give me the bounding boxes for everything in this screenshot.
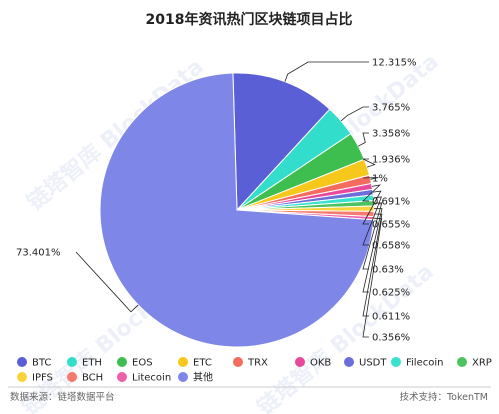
slice-label-filecoin: 0.658% <box>372 241 410 252</box>
slice-label-xrp: 0.63% <box>372 265 404 276</box>
legend-swatch-okb <box>295 357 305 367</box>
leader-line <box>362 177 379 180</box>
legend-label-xrp: XRP <box>472 358 492 369</box>
slice-label-etc: 1.936% <box>372 155 410 166</box>
slice-label-trx: 1% <box>372 174 388 185</box>
legend: BTC ETH EOS ETC TRX OKB USDT Filecoin XRP IPFS BCH… <box>17 357 492 384</box>
slice-其他 <box>99 72 375 348</box>
legend-swatch-eth <box>67 357 77 367</box>
legend-swatch-ipfs <box>17 372 27 382</box>
legend-swatch-其他 <box>178 372 188 382</box>
legend-label-eth: ETH <box>82 358 102 369</box>
leader-line <box>362 202 383 270</box>
slice-btc <box>232 72 331 212</box>
slice-label-ipfs: 0.625% <box>372 288 410 299</box>
slice-label-eos: 3.358% <box>372 129 410 140</box>
legend-label-okb: OKB <box>310 358 331 369</box>
footer-support: 技术支持：TokenTM <box>399 391 488 403</box>
leader-line <box>362 217 383 338</box>
legend-label-trx: TRX <box>247 358 268 369</box>
legend-swatch-etc <box>178 357 188 367</box>
leader-line <box>362 196 383 246</box>
leader-line <box>358 132 369 147</box>
slice-labels: 12.315% 3.765% 3.358% 1.936% 1% 0.691% 0.655% 0… <box>16 58 417 344</box>
leader-line <box>75 251 139 313</box>
slice-label-eth: 3.765% <box>372 103 410 114</box>
legend-label-usdt: USDT <box>359 358 387 369</box>
slice-label-litecoin: 0.356% <box>372 333 410 344</box>
legend-swatch-usdt <box>344 357 354 367</box>
legend-label-其他: 其他 <box>193 371 213 384</box>
legend-swatch-btc <box>17 357 27 367</box>
leader-line <box>362 190 382 225</box>
legend-swatch-litecoin <box>117 372 127 382</box>
legend-label-btc: BTC <box>32 358 51 369</box>
legend-label-bch: BCH <box>82 373 103 384</box>
leader-line <box>362 208 383 293</box>
slice-label-usdt: 0.655% <box>372 220 410 231</box>
legend-label-filecoin: Filecoin <box>406 358 443 369</box>
pie-slices <box>99 72 375 348</box>
slice-label-okb: 0.691% <box>372 197 410 208</box>
leader-line <box>284 61 369 82</box>
legend-swatch-eos <box>117 357 127 367</box>
footer-source: 数据来源：链塔数据平台 <box>10 391 115 403</box>
legend-label-ipfs: IPFS <box>32 373 53 384</box>
legend-swatch-filecoin <box>391 357 401 367</box>
legend-label-eos: EOS <box>132 358 153 369</box>
legend-label-etc: ETC <box>193 358 212 369</box>
legend-swatch-trx <box>233 357 243 367</box>
slice-label-bch: 0.611% <box>372 312 410 323</box>
slice-label-other: 73.401% <box>16 248 61 259</box>
legend-swatch-bch <box>67 372 77 382</box>
slice-label-btc: 12.315% <box>372 58 417 69</box>
leader-line <box>362 184 382 202</box>
leader-line <box>340 106 369 122</box>
chart-title: 2018年资讯热门区块链项目占比 <box>146 11 353 28</box>
legend-swatch-xrp <box>457 357 467 367</box>
leader-line <box>362 158 376 168</box>
legend-label-litecoin: Litecoin <box>132 373 171 384</box>
